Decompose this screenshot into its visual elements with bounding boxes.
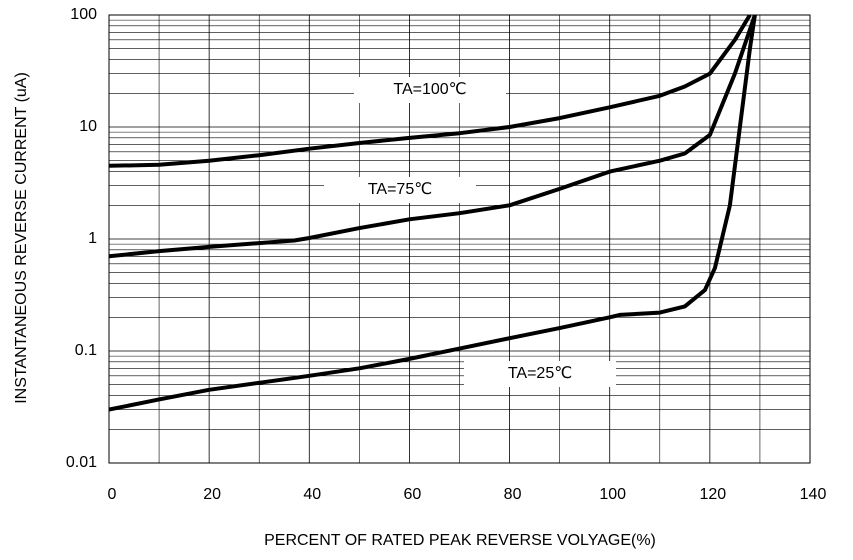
- series-label: TA=75℃: [368, 181, 432, 198]
- y-tick-label: 0.01: [66, 454, 97, 471]
- series-label: TA=100℃: [393, 81, 466, 98]
- label-box: [354, 77, 506, 103]
- x-tick-label: 40: [303, 486, 321, 503]
- y-tick-label: 10: [79, 118, 97, 135]
- y-axis-label: INSTANTANEOUS REVERSE CURRENT (uA): [13, 72, 30, 404]
- x-tick-label: 80: [504, 486, 522, 503]
- x-tick-label: 20: [203, 486, 221, 503]
- data-line: [109, 15, 757, 259]
- x-tick-label: 0: [108, 486, 117, 503]
- plot-frame: [108, 14, 811, 464]
- data-line: [109, 15, 757, 412]
- x-tick-label: 100: [599, 486, 626, 503]
- x-tick-label: 120: [700, 486, 727, 503]
- y-tick-label: 100: [70, 6, 97, 23]
- label-box: [324, 177, 476, 203]
- data-line: [109, 15, 752, 168]
- x-tick-label: 140: [800, 486, 827, 503]
- x-axis-label: PERCENT OF RATED PEAK REVERSE VOLYAGE(%): [264, 532, 656, 549]
- x-tick-label: 60: [404, 486, 422, 503]
- y-tick-label: 1: [88, 230, 97, 247]
- label-box: [464, 361, 616, 387]
- y-tick-label: 0.1: [75, 342, 97, 359]
- series-label: TA=25℃: [508, 365, 572, 382]
